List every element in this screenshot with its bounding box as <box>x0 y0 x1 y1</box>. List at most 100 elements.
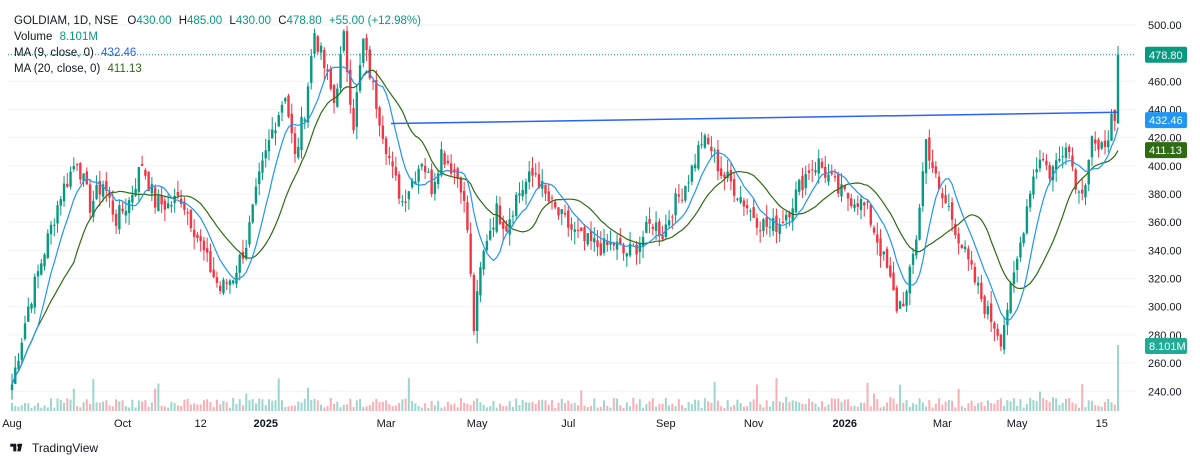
volume-bar <box>450 404 453 411</box>
volume-bar <box>342 404 345 411</box>
volume-bar <box>921 402 924 411</box>
volume-bar <box>131 399 134 411</box>
candle-body <box>420 164 424 167</box>
candle-body <box>807 170 811 173</box>
tradingview-logo-icon <box>10 443 23 452</box>
candle-body <box>967 248 970 260</box>
candle-body <box>589 230 593 242</box>
candle-body <box>560 209 563 214</box>
volume-bar <box>186 398 189 411</box>
time-tick-label: 15 <box>1096 418 1108 430</box>
time-tick-label: 12 <box>195 418 207 430</box>
price-tick-label: 240.00 <box>1148 386 1182 398</box>
candle-body <box>837 174 840 194</box>
candle-body <box>654 222 658 232</box>
candle-body <box>924 139 928 174</box>
candle-body <box>911 253 915 265</box>
candle-body <box>879 238 882 257</box>
volume-bar <box>759 404 762 411</box>
candle-body <box>563 213 567 215</box>
volume-bar <box>547 404 550 411</box>
legend-high-label: H <box>178 15 188 27</box>
price-tick-label: 320.00 <box>1148 274 1182 286</box>
volume-bar <box>254 403 257 411</box>
candle-body <box>667 220 671 226</box>
volume-bar <box>550 399 553 411</box>
volume-bar <box>1022 407 1025 411</box>
volume-bar <box>95 402 98 411</box>
price-tick-label: 400.00 <box>1148 161 1182 173</box>
volume-bar <box>791 400 794 411</box>
candle-body <box>251 204 254 223</box>
candle-body <box>1090 136 1094 158</box>
volume-bar <box>710 402 713 411</box>
legend-ma20-label[interactable]: MA (20, close, 0) <box>14 63 101 75</box>
trendline[interactable] <box>390 111 1119 125</box>
volume-bar <box>274 400 277 411</box>
candle-body <box>362 38 365 64</box>
volume-bar <box>1048 401 1051 411</box>
candle-body <box>833 176 837 178</box>
volume-bar <box>599 406 602 411</box>
volume-bar <box>908 406 911 411</box>
candle-body <box>287 95 290 117</box>
candle-body <box>160 195 163 205</box>
volume-bar <box>24 402 27 411</box>
volume-bar <box>534 404 537 411</box>
candle-body <box>225 282 228 284</box>
candle-body <box>606 241 609 246</box>
volume-bar <box>27 403 30 411</box>
volume-bar <box>733 404 736 411</box>
candle-body <box>430 169 433 195</box>
candle-body <box>397 174 401 199</box>
candle-body <box>118 205 121 230</box>
volume-bar <box>804 404 807 411</box>
volume-bar <box>173 403 176 411</box>
candle-body <box>114 213 118 226</box>
candle-body <box>280 104 284 113</box>
volume-bar <box>768 406 771 411</box>
volume-bar <box>798 402 801 411</box>
volume-bar <box>1051 397 1054 411</box>
candle-body <box>1045 160 1048 166</box>
legend-ma9-label[interactable]: MA (9, close, 0) <box>14 47 94 59</box>
volume-bar <box>700 407 703 411</box>
volume-bar <box>830 398 833 411</box>
legend-volume-label[interactable]: Volume <box>14 31 53 43</box>
price-tick-label: 300.00 <box>1148 302 1182 314</box>
volume-bar <box>53 407 56 411</box>
volume-bar <box>316 400 319 411</box>
volume-bar <box>886 402 889 411</box>
volume-bar <box>677 399 680 411</box>
volume-bar <box>752 399 755 411</box>
candle-body <box>1002 325 1006 350</box>
candle-body <box>739 197 742 203</box>
candle-body <box>752 207 755 219</box>
volume-bar <box>128 407 131 411</box>
volume-bar <box>1032 400 1035 411</box>
candle-body <box>150 184 154 194</box>
volume-bar <box>606 405 609 411</box>
volume-bar <box>238 399 241 411</box>
candle-body <box>205 248 209 253</box>
candle-body <box>27 306 30 322</box>
volume-bar <box>241 405 244 411</box>
volume-bar <box>899 384 902 411</box>
legend-close-value: 478.80 <box>286 15 322 27</box>
price-badge <box>1145 142 1187 159</box>
volume-bar <box>817 407 820 411</box>
candle-body <box>469 233 472 274</box>
volume-bar <box>79 407 82 411</box>
volume-bar <box>37 402 40 411</box>
legend-symbol[interactable]: GOLDIAM, 1D, NSE <box>14 15 119 27</box>
volume-bar <box>134 407 137 411</box>
candle-body <box>537 174 541 189</box>
volume-bar <box>583 405 586 411</box>
candle-body <box>745 205 749 209</box>
tradingview-brand[interactable]: TradingView <box>8 441 98 455</box>
time-axis[interactable]: Aug Oct 12 2025 Mar May Jul Sep Nov 2026 Mar May 15 <box>2 418 1108 430</box>
candle-body <box>567 210 570 228</box>
time-tick-label: 2026 <box>833 418 857 430</box>
candle-body <box>391 161 394 167</box>
volume-bar <box>170 401 173 411</box>
